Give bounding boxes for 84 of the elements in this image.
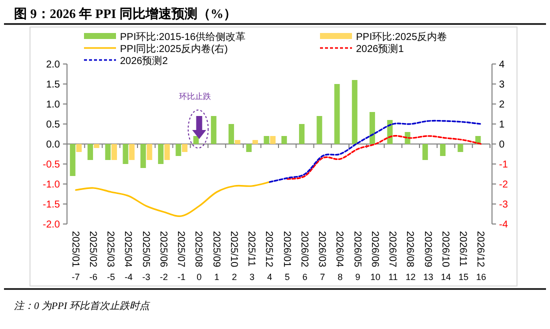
bar — [129, 144, 135, 160]
bar — [76, 144, 82, 152]
y2-tick-label: 3 — [499, 80, 505, 90]
bar — [210, 116, 216, 144]
x-tick-label: 2025/02 -6 — [86, 231, 98, 282]
x-tick-label: 2026/04 8 — [334, 231, 345, 282]
bar — [422, 144, 428, 160]
y-tick-label: -0.5 — [42, 160, 60, 170]
bar — [316, 116, 322, 144]
x-tick-label: 2025/10 2 — [228, 231, 239, 282]
bar — [246, 144, 252, 152]
x-tick-label: 2025/12 4 — [263, 231, 274, 282]
bar — [440, 144, 446, 156]
x-tick-label: 2025/09 1 — [210, 231, 222, 282]
x-tick-label: 2026/03 7 — [316, 231, 328, 282]
x-tick-label: 2026/05 9 — [351, 231, 362, 282]
y-tick-label: 1.5 — [46, 80, 60, 90]
x-tick-label: 2025/01 -7 — [69, 231, 80, 282]
x-tick-label: 2026/09 13 — [422, 231, 434, 282]
legend-label: PPI环比:2015-16供给侧改革 — [120, 31, 246, 43]
bar — [370, 112, 376, 144]
y2-tick-label: 1 — [499, 120, 505, 130]
bar — [264, 136, 270, 144]
legend-label: 2026预测1 — [356, 43, 404, 55]
x-tick-label: 2025/07 -1 — [175, 231, 186, 282]
bar — [88, 144, 94, 160]
x-tick-label: 2025/11 3 — [246, 231, 257, 282]
y-tick-label: -2.0 — [42, 220, 60, 230]
y2-tick-label: 4 — [499, 60, 505, 70]
y-tick-label: 1.0 — [46, 100, 60, 110]
legend-label: 2026预测2 — [120, 55, 168, 67]
y-tick-label: 0.0 — [46, 140, 60, 150]
x-tick-label: 2026/11 15 — [457, 231, 469, 282]
bar — [352, 80, 358, 144]
x-tick-label: 2025/06 -2 — [157, 231, 168, 282]
bar — [193, 136, 199, 144]
bar — [299, 124, 305, 144]
line-series — [268, 120, 482, 183]
bar — [334, 84, 340, 144]
x-tick-label: 2025/05 -3 — [140, 231, 151, 282]
chart-title: 图 9：2026 年 PPI 同比增速预测（%） — [14, 6, 236, 21]
y2-tick-label: 0 — [499, 140, 505, 150]
bar — [70, 144, 76, 176]
annotation: 环比止跌 — [179, 92, 212, 101]
x-tick-label: 2025/04 -4 — [122, 231, 134, 282]
y2-tick-label: -3 — [499, 200, 508, 210]
bar — [228, 124, 234, 144]
bar — [140, 144, 146, 168]
legend-label: PPI同比:2025反内卷(右) — [120, 43, 228, 55]
y-tick-label: 0.5 — [46, 120, 60, 130]
y2-tick-label: -1 — [499, 160, 508, 170]
y-tick-label: 2.0 — [46, 60, 60, 70]
bar — [176, 144, 182, 156]
x-tick-label: 2026/12 16 — [474, 231, 486, 282]
y2-tick-label: 2 — [499, 100, 505, 110]
x-tick-label: 2026/07 11 — [386, 231, 398, 282]
x-tick-label: 2026/08 12 — [404, 231, 416, 282]
bar — [105, 144, 111, 160]
x-tick-label: 2026/10 14 — [439, 231, 451, 282]
bar — [122, 144, 128, 164]
text: 注：0 为PPI 环比首次止跌时点 — [14, 300, 151, 312]
y2-tick-label: -4 — [499, 220, 508, 230]
bar — [234, 140, 240, 144]
bar — [111, 144, 117, 160]
bar — [164, 144, 170, 160]
bar — [270, 136, 276, 144]
y-tick-label: -1.0 — [42, 180, 60, 190]
bar — [146, 144, 152, 160]
bar — [94, 144, 100, 148]
bar — [458, 144, 464, 152]
y2-tick-label: -2 — [499, 180, 508, 190]
x-tick-label: 2026/01 5 — [280, 231, 292, 282]
y-tick-label: -1.5 — [42, 200, 60, 210]
x-tick-label: 2026/02 6 — [298, 231, 310, 282]
legend-label: PPI环比:2025反内卷 — [356, 31, 448, 43]
bar — [252, 140, 258, 144]
line-series — [75, 181, 270, 217]
bar — [182, 144, 188, 152]
bar — [158, 144, 164, 164]
x-tick-label: 2025/03 -5 — [104, 231, 116, 282]
x-tick-label: 2026/06 10 — [368, 231, 380, 282]
x-tick-label: 2025/08 0 — [192, 231, 204, 282]
line-series — [286, 135, 482, 180]
bar — [281, 136, 287, 144]
